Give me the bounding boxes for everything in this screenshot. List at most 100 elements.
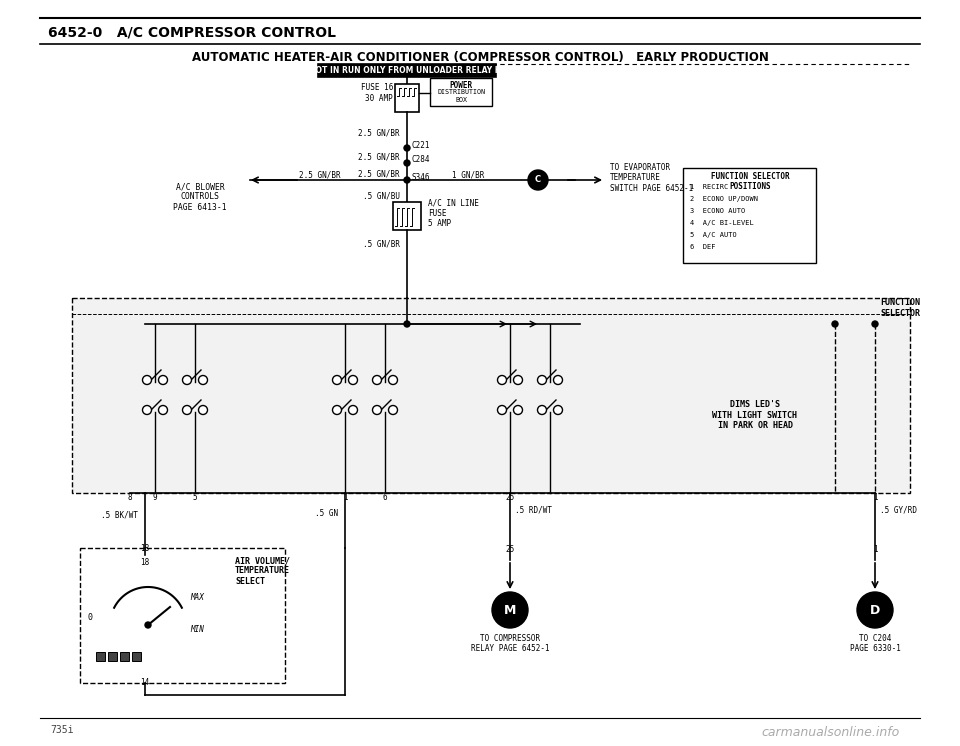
Text: 1: 1: [873, 545, 877, 554]
Text: .5 RD/WT: .5 RD/WT: [515, 506, 552, 515]
Text: 1: 1: [873, 493, 877, 502]
Text: 6  DEF: 6 DEF: [690, 244, 715, 250]
Text: .5 GN: .5 GN: [315, 509, 338, 518]
Text: 1 GN/BR: 1 GN/BR: [452, 171, 484, 180]
Text: 8: 8: [128, 493, 132, 502]
Circle shape: [497, 406, 507, 415]
Circle shape: [872, 321, 878, 327]
Text: .5 BK/WT: .5 BK/WT: [101, 510, 138, 519]
Text: A/C IN LINE
FUSE
5 AMP: A/C IN LINE FUSE 5 AMP: [428, 198, 479, 228]
Text: AIR VOLUME/
TEMPERATURE
SELECT: AIR VOLUME/ TEMPERATURE SELECT: [235, 556, 290, 586]
Circle shape: [492, 592, 528, 628]
Text: 2  ECONO UP/DOWN: 2 ECONO UP/DOWN: [690, 196, 758, 202]
Circle shape: [182, 375, 191, 384]
Circle shape: [142, 406, 152, 415]
Circle shape: [514, 406, 522, 415]
Text: 0: 0: [87, 613, 92, 622]
Circle shape: [538, 406, 546, 415]
Circle shape: [182, 406, 191, 415]
Text: FUSE 16
30 AMP: FUSE 16 30 AMP: [361, 84, 393, 103]
Circle shape: [528, 170, 548, 190]
Circle shape: [348, 375, 357, 384]
Text: C221: C221: [412, 140, 430, 149]
Circle shape: [348, 406, 357, 415]
Text: 6: 6: [383, 493, 387, 502]
Text: .5 GY/RD: .5 GY/RD: [880, 506, 917, 515]
Bar: [132, 652, 141, 661]
Text: 5: 5: [193, 493, 198, 502]
Text: 1  RECIRC: 1 RECIRC: [690, 184, 729, 190]
Bar: [683, 168, 816, 263]
Text: 2.5 GN/BR: 2.5 GN/BR: [358, 128, 400, 137]
Text: 2.5 GN/BR: 2.5 GN/BR: [358, 169, 400, 178]
Text: 735i: 735i: [50, 725, 74, 735]
Circle shape: [832, 321, 838, 327]
Text: 25: 25: [505, 545, 515, 554]
Text: 9: 9: [153, 493, 157, 502]
Text: 6452-0   A/C COMPRESSOR CONTROL: 6452-0 A/C COMPRESSOR CONTROL: [48, 25, 336, 39]
Text: 2.5 GN/BR: 2.5 GN/BR: [300, 171, 341, 180]
Text: 1: 1: [343, 493, 348, 502]
Text: TO C204
PAGE 6330-1: TO C204 PAGE 6330-1: [850, 634, 900, 653]
Circle shape: [199, 406, 207, 415]
Text: MIN: MIN: [190, 625, 204, 635]
Circle shape: [389, 375, 397, 384]
Text: POWER: POWER: [449, 81, 472, 90]
Circle shape: [554, 375, 563, 384]
Text: .5 GN/BU: .5 GN/BU: [363, 192, 400, 201]
Circle shape: [404, 177, 410, 183]
Circle shape: [554, 406, 563, 415]
Circle shape: [199, 375, 207, 384]
Text: HOT IN RUN ONLY FROM UNLOADER RELAY K5: HOT IN RUN ONLY FROM UNLOADER RELAY K5: [308, 66, 505, 75]
Circle shape: [158, 375, 167, 384]
Circle shape: [372, 375, 381, 384]
Circle shape: [857, 592, 893, 628]
Text: S346: S346: [412, 172, 430, 181]
Circle shape: [158, 406, 167, 415]
Text: C284: C284: [412, 155, 430, 165]
Text: DISTRIBUTION
BOX: DISTRIBUTION BOX: [437, 90, 485, 102]
Text: A/C BLOWER
CONTROLS
PAGE 6413-1: A/C BLOWER CONTROLS PAGE 6413-1: [173, 182, 227, 212]
Bar: [108, 652, 117, 661]
Circle shape: [389, 406, 397, 415]
Text: 18: 18: [140, 558, 150, 567]
Circle shape: [404, 145, 410, 151]
Bar: [96, 652, 105, 661]
Text: 2.5 GN/BR: 2.5 GN/BR: [358, 152, 400, 161]
Circle shape: [404, 160, 410, 166]
Text: D: D: [870, 604, 880, 616]
Bar: [430, 78, 492, 106]
Text: C: C: [535, 175, 541, 184]
Circle shape: [514, 375, 522, 384]
Text: FUNCTION SELECTOR
POSITIONS: FUNCTION SELECTOR POSITIONS: [710, 172, 789, 192]
Circle shape: [142, 375, 152, 384]
Text: 25: 25: [505, 493, 515, 502]
Bar: [395, 84, 419, 112]
Text: 14: 14: [140, 678, 150, 687]
Text: 5  A/C AUTO: 5 A/C AUTO: [690, 232, 736, 238]
Circle shape: [332, 406, 342, 415]
Circle shape: [145, 622, 151, 628]
Text: M: M: [504, 604, 516, 616]
Text: FUNCTION
SELECTOR: FUNCTION SELECTOR: [880, 298, 920, 318]
Text: TO EVAPORATOR
TEMPERATURE
SWITCH PAGE 6452-1: TO EVAPORATOR TEMPERATURE SWITCH PAGE 64…: [610, 163, 693, 193]
Text: AUTOMATIC HEATER-AIR CONDITIONER (COMPRESSOR CONTROL)   EARLY PRODUCTION: AUTOMATIC HEATER-AIR CONDITIONER (COMPRE…: [192, 51, 768, 63]
Text: 18: 18: [140, 544, 150, 553]
Circle shape: [404, 321, 410, 327]
Text: DIMS LED'S
WITH LIGHT SWITCH
IN PARK OR HEAD: DIMS LED'S WITH LIGHT SWITCH IN PARK OR …: [712, 400, 798, 430]
Text: carmanualsonline.info: carmanualsonline.info: [761, 726, 900, 739]
Text: 4  A/C BI-LEVEL: 4 A/C BI-LEVEL: [690, 220, 754, 226]
Circle shape: [372, 406, 381, 415]
Text: TO COMPRESSOR
RELAY PAGE 6452-1: TO COMPRESSOR RELAY PAGE 6452-1: [470, 634, 549, 653]
Text: 3  ECONO AUTO: 3 ECONO AUTO: [690, 208, 745, 214]
Bar: [318, 64, 496, 77]
Bar: [80, 548, 285, 683]
Circle shape: [497, 375, 507, 384]
Bar: [393, 202, 421, 230]
Circle shape: [538, 375, 546, 384]
Bar: [72, 298, 910, 493]
Text: .5 GN/BR: .5 GN/BR: [363, 239, 400, 248]
Text: MAX: MAX: [190, 594, 204, 603]
Circle shape: [332, 375, 342, 384]
Bar: [120, 652, 129, 661]
